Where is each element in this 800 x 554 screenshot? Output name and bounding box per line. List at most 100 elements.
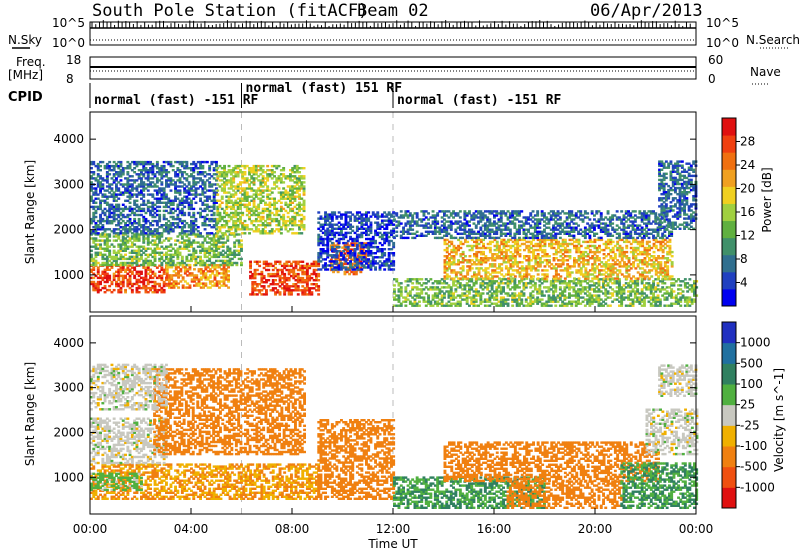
data-cell	[144, 237, 148, 240]
data-cell	[99, 226, 102, 229]
data-cell	[158, 217, 162, 221]
data-cell	[202, 274, 205, 277]
data-cell	[353, 217, 357, 220]
data-cell	[369, 250, 373, 253]
data-cell	[108, 259, 112, 263]
data-cell	[345, 250, 349, 253]
data-cell	[190, 169, 193, 172]
data-cell	[358, 215, 362, 218]
data-cell	[291, 197, 295, 200]
data-cell	[121, 193, 125, 196]
data-cell	[239, 187, 242, 190]
data-cell	[135, 173, 139, 176]
data-cell	[294, 285, 298, 288]
data-cell	[121, 247, 125, 250]
data-cell	[324, 223, 327, 226]
data-cell	[654, 290, 658, 293]
data-cell	[174, 209, 177, 213]
data-cell	[236, 164, 240, 168]
data-cell	[604, 302, 608, 305]
data-cell	[215, 164, 218, 168]
data-cell	[235, 263, 239, 267]
data-cell	[324, 231, 327, 235]
data-cell	[158, 284, 162, 288]
data-cell	[349, 252, 352, 255]
data-cell	[250, 209, 254, 213]
data-cell	[273, 197, 276, 200]
data-cell	[259, 185, 263, 188]
data-cell	[208, 247, 212, 250]
data-cell	[108, 160, 112, 164]
data-cell	[452, 284, 455, 287]
data-cell	[266, 217, 270, 221]
data-cell	[126, 183, 130, 186]
data-cell	[620, 286, 624, 289]
data-cell	[511, 296, 515, 299]
data-cell	[146, 226, 150, 229]
data-cell	[380, 248, 384, 251]
data-cell	[151, 291, 155, 294]
data-cell	[310, 276, 314, 280]
data-cell	[515, 302, 519, 305]
data-cell	[404, 296, 408, 299]
data-cell	[287, 293, 291, 296]
data-cell	[387, 221, 391, 224]
data-cell	[479, 278, 483, 281]
data-cell	[294, 289, 298, 292]
data-cell	[335, 215, 339, 218]
data-cell	[458, 294, 462, 297]
data-cell	[178, 232, 182, 235]
data-cell	[344, 211, 348, 214]
data-cell	[101, 286, 105, 290]
data-cell	[393, 298, 396, 301]
data-cell	[126, 167, 130, 170]
data-cell	[176, 203, 180, 206]
data-cell	[135, 255, 139, 259]
data-cell	[302, 224, 306, 227]
data-cell	[474, 294, 478, 297]
data-cell	[354, 272, 358, 276]
data-cell	[221, 237, 225, 240]
data-cell	[636, 282, 640, 285]
data-cell	[277, 187, 281, 190]
data-cell	[192, 241, 196, 244]
data-cell	[289, 203, 292, 206]
data-cell	[212, 241, 216, 244]
data-cell	[167, 259, 171, 263]
data-cell	[392, 229, 396, 232]
data-cell	[178, 261, 182, 265]
data-cell	[183, 205, 187, 209]
data-cell	[310, 272, 314, 276]
data-cell	[305, 283, 309, 286]
data-cell	[233, 243, 237, 246]
data-cell	[418, 288, 421, 291]
data-cell	[449, 304, 453, 307]
data-cell	[108, 215, 112, 219]
data-cell	[349, 264, 352, 267]
data-cell	[112, 164, 116, 168]
data-cell	[181, 286, 185, 289]
data-cell	[94, 286, 98, 290]
data-cell	[424, 286, 428, 289]
data-cell	[108, 203, 112, 206]
data-cell	[261, 228, 265, 231]
data-cell	[117, 237, 121, 240]
data-cell	[108, 253, 112, 256]
data-cell	[266, 197, 270, 200]
data-cell	[468, 280, 471, 283]
data-cell	[208, 286, 212, 289]
data-cell	[216, 213, 220, 217]
data-cell	[117, 203, 121, 206]
data-cell	[115, 162, 118, 166]
data-cell	[404, 286, 408, 289]
data-cell	[565, 296, 569, 299]
data-cell	[611, 292, 615, 295]
data-cell	[292, 276, 296, 280]
data-cell	[205, 179, 209, 182]
data-cell	[424, 300, 428, 303]
data-cell	[638, 292, 642, 295]
data-cell	[344, 258, 348, 261]
data-cell	[588, 296, 592, 299]
data-cell	[187, 201, 191, 204]
